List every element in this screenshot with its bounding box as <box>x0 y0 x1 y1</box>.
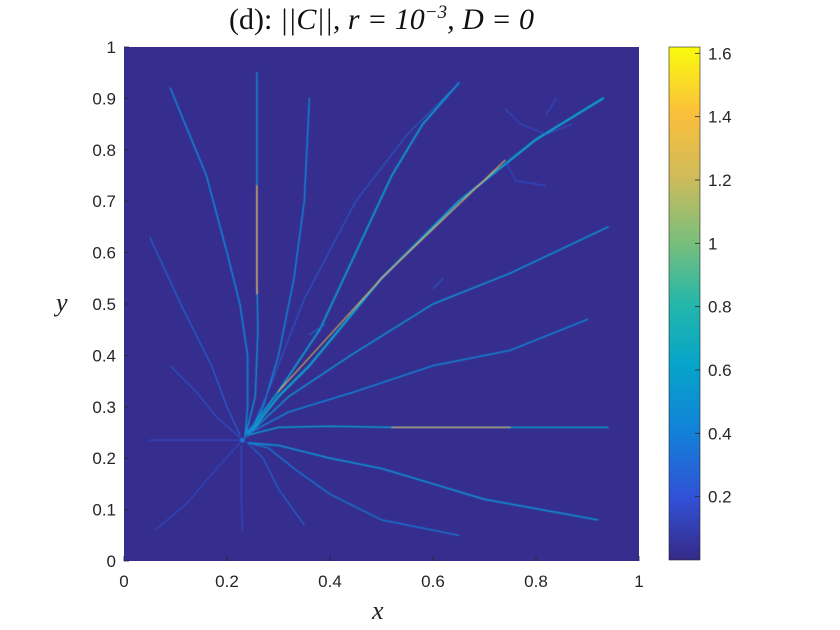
chart-title: (d): ||C||, r = 10−3, D = 0 <box>124 2 639 37</box>
title-prefix: (d): <box>229 3 280 36</box>
y-tick-label: 0.9 <box>92 89 116 108</box>
y-tick-label: 0.7 <box>92 192 116 211</box>
title-suffix: , D = 0 <box>447 3 534 36</box>
x-tick-label: 0.2 <box>215 572 239 591</box>
y-axis-label: y <box>56 288 68 317</box>
source-point <box>239 437 245 443</box>
x-tick-label: 0.6 <box>421 572 445 591</box>
channel-23 <box>545 98 557 115</box>
colorbar-tick-label: 1.2 <box>708 171 732 190</box>
channel-13 <box>247 442 460 536</box>
colorbar-tick-label: 1.6 <box>708 44 732 63</box>
colorbar-tick-label: 0.8 <box>708 298 732 317</box>
channel-19 <box>240 444 243 531</box>
channel-15 <box>149 236 241 436</box>
y-tick-label: 0.3 <box>92 398 116 417</box>
title-exponent: −3 <box>424 2 448 23</box>
axes: 0 0.2 0.4 0.6 0.8 1 0 0.1 0.2 0.3 0.4 0.5 0.6 0.7 0.8 0… <box>92 38 643 591</box>
colorbar-ticks: 0.2 0.4 0.6 0.8 1 1.2 1.4 1.6 <box>695 44 732 507</box>
y-tick-label: 0.5 <box>92 295 116 314</box>
channel-14 <box>247 442 305 526</box>
colorbar <box>668 46 701 561</box>
channel-18 <box>154 442 241 531</box>
channel-21 <box>504 108 573 135</box>
channel-22 <box>504 159 547 187</box>
channel-20 <box>247 82 460 439</box>
channel-8 <box>249 226 609 434</box>
channel-2 <box>244 71 259 439</box>
y-tick-label: 0 <box>107 552 116 571</box>
channel-4 <box>246 97 311 436</box>
y-tick-label: 0.8 <box>92 141 116 160</box>
title-formula: ||C||, r = 10 <box>279 3 425 36</box>
x-tick-label: 0.4 <box>318 572 342 591</box>
channel-layer <box>149 71 609 536</box>
colorbar-tick-label: 0.2 <box>708 488 732 507</box>
y-tick-label: 0.2 <box>92 449 116 468</box>
y-tick-label: 0.1 <box>92 501 116 520</box>
channel-1 <box>169 87 249 439</box>
channel-16 <box>169 365 241 439</box>
colorbar-tick-label: 1.4 <box>708 108 732 127</box>
x-axis-label: x <box>372 596 384 625</box>
y-tick-label: 0.4 <box>92 346 116 365</box>
y-tick-label: 0.6 <box>92 244 116 263</box>
colorbar-tick-label: 1 <box>708 234 717 253</box>
channel-25 <box>432 277 444 290</box>
channel-12 <box>246 441 599 521</box>
colorbar-tick-label: 0.6 <box>708 361 732 380</box>
colorbar-tick-label: 0.4 <box>708 424 732 443</box>
channel-24 <box>308 324 326 336</box>
x-tick-label: 1 <box>634 572 643 591</box>
x-tick-label: 0.8 <box>524 572 548 591</box>
channel-9 <box>249 318 589 434</box>
plot-background <box>124 47 639 561</box>
y-tick-label: 1 <box>107 38 116 57</box>
x-tick-label: 0 <box>119 572 128 591</box>
channel-7 <box>278 159 506 392</box>
